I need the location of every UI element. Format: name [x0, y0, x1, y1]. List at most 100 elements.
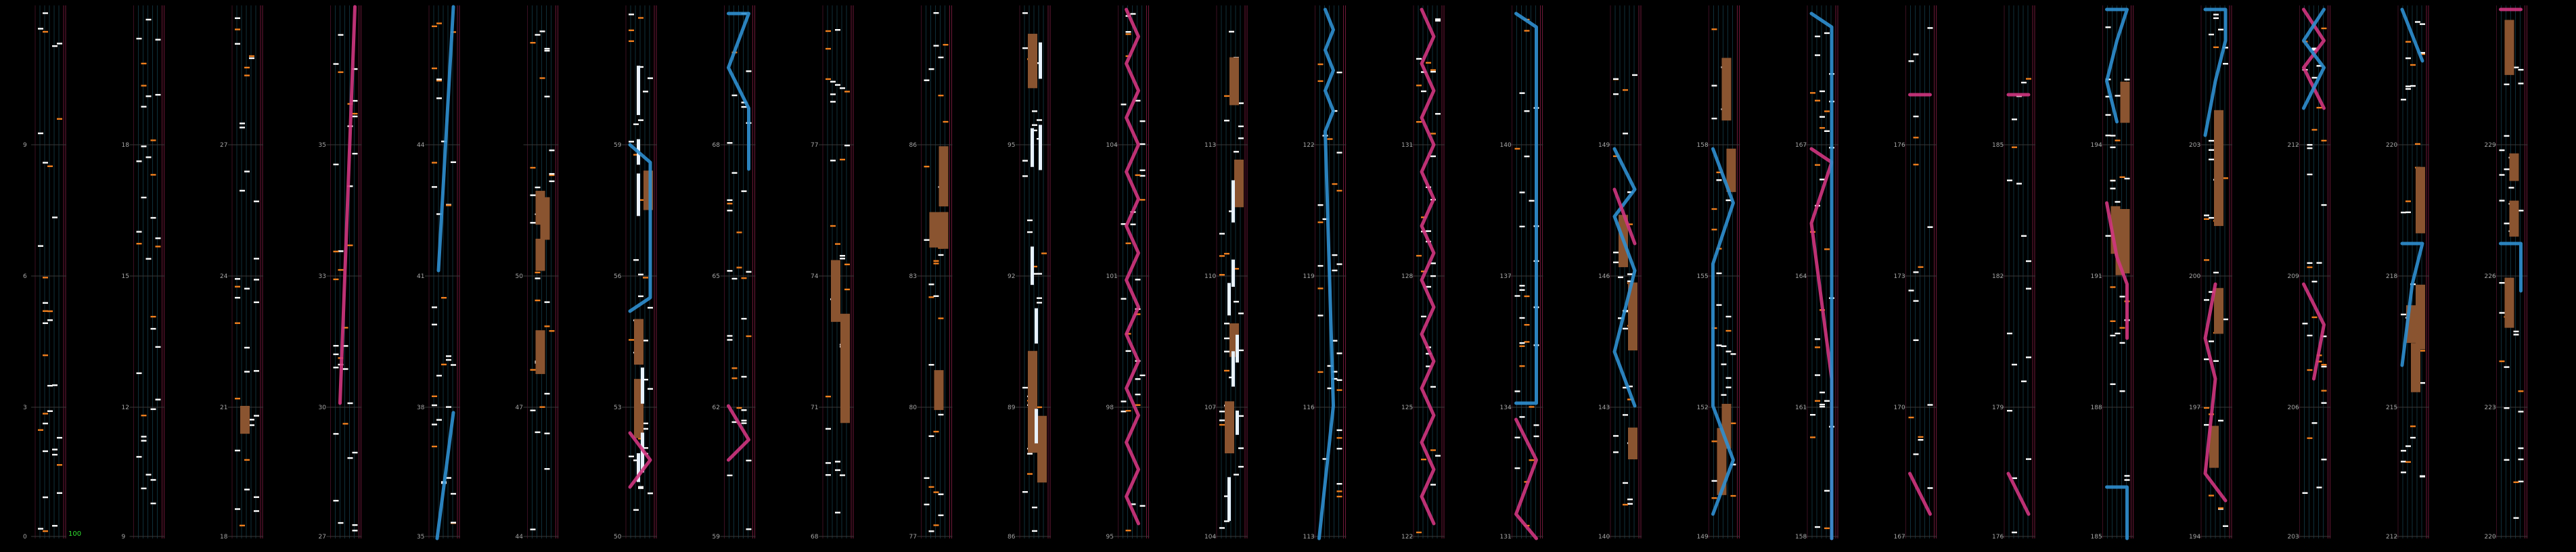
white-hold [637, 66, 640, 104]
tap-note [1121, 104, 1127, 106]
tap-note [2115, 332, 2121, 335]
measure-number: 122 [1303, 142, 1315, 149]
slide-path [1809, 12, 1834, 540]
tap-note [436, 97, 442, 99]
tap-note [2218, 28, 2223, 30]
tap-note [2105, 26, 2111, 28]
tap-note [155, 39, 161, 41]
slide-path [435, 411, 455, 540]
tap-note [1824, 400, 1830, 402]
tap-note [629, 14, 634, 16]
tap-note [826, 428, 831, 430]
tap-note [1913, 137, 1919, 139]
measure-number: 167 [1795, 142, 1807, 149]
tap-note [244, 346, 250, 349]
tap-note [727, 339, 733, 341]
tap-note [2316, 262, 2322, 264]
tap-note [2021, 81, 2027, 84]
tap-note [244, 371, 250, 373]
tap-note [2218, 508, 2223, 510]
tap-note [530, 528, 536, 530]
tap-note [1627, 191, 1633, 193]
long-note [540, 197, 550, 240]
measure-number: 143 [1598, 405, 1610, 411]
long-note [1721, 58, 1732, 121]
long-note [840, 313, 850, 367]
tap-note [1317, 315, 1324, 317]
slide-path [1612, 147, 1637, 408]
tap-note [1022, 386, 1028, 389]
tap-note [432, 404, 437, 407]
tap-note [352, 99, 358, 102]
tap-note [338, 71, 344, 73]
slide-path [727, 12, 750, 171]
tap-note [1219, 527, 1225, 529]
tap-note [338, 34, 344, 36]
measure-number: 98 [1106, 405, 1114, 411]
tap-note [1815, 54, 1820, 56]
measure-number: 206 [2288, 405, 2299, 411]
tap-note [1416, 531, 1422, 534]
tap-note [1238, 349, 1244, 352]
tap-note [2110, 187, 2116, 189]
tap-note [1130, 503, 1136, 505]
slide-path [1612, 187, 1637, 246]
tap-note [436, 22, 442, 24]
tap-note [235, 285, 240, 288]
long-note [939, 212, 949, 249]
tap-note [835, 243, 840, 245]
tap-note [47, 410, 53, 412]
tap-note [2119, 342, 2125, 344]
lane-column-21: 194 191 188 185 [2091, 5, 2134, 540]
tap-note [2105, 95, 2111, 98]
measure-number: 149 [1598, 142, 1610, 149]
measure-number: 203 [2189, 142, 2200, 149]
tap-note [2115, 201, 2121, 203]
measure-number: 89 [1008, 405, 1016, 411]
long-note [1717, 428, 1727, 495]
tap-note [1224, 95, 1229, 97]
tap-note [535, 431, 541, 434]
tap-note [2223, 63, 2228, 65]
tap-note [1139, 169, 1146, 171]
tap-note [938, 493, 944, 495]
tap-note [136, 243, 142, 245]
measure-number: 68 [713, 142, 721, 149]
tap-note [2110, 179, 2116, 182]
tap-note [1224, 252, 1229, 255]
lane-column-11: 104 101 98 95 [1106, 5, 1150, 540]
tap-note [1824, 130, 1830, 132]
tap-note [1927, 27, 1933, 29]
tap-note [1139, 120, 1146, 122]
measure-number: 194 [2189, 534, 2200, 540]
tap-note [2021, 235, 2027, 237]
tap-note [1435, 20, 1441, 22]
white-hold [637, 453, 640, 482]
tap-note [830, 80, 836, 83]
tap-note [731, 172, 738, 174]
tap-note [933, 524, 939, 526]
tap-note [1533, 424, 1539, 426]
tap-note [57, 492, 62, 495]
lane-column-24: 220 218 215 212 [2386, 5, 2429, 540]
tap-note [2518, 458, 2524, 461]
tap-note [235, 398, 240, 400]
tap-note [1430, 155, 1436, 158]
measure-number: 86 [909, 142, 918, 149]
measure-number: 68 [811, 534, 819, 540]
measure-number: 149 [1697, 534, 1709, 540]
tap-note [1125, 31, 1131, 33]
tap-note [535, 271, 541, 274]
tap-note [43, 530, 48, 532]
tap-note [933, 295, 939, 297]
tap-note [57, 436, 62, 439]
tap-note [1435, 113, 1441, 115]
tap-note [2316, 486, 2322, 488]
tap-note [2209, 139, 2214, 142]
measure-number: 229 [2485, 142, 2496, 149]
tap-note [643, 277, 648, 279]
tap-note [150, 174, 156, 176]
tap-note [736, 407, 742, 409]
tap-note [235, 296, 240, 299]
slide-path [1125, 7, 1140, 526]
